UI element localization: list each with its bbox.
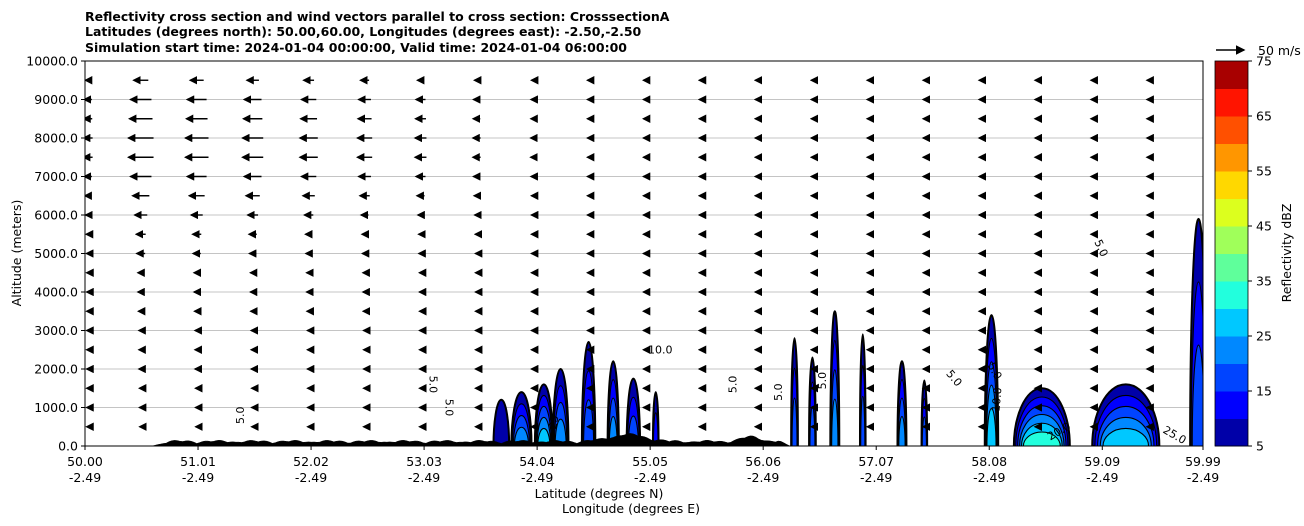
x-axis-ticks: 50.00-2.4951.01-2.4952.02-2.4953.03-2.49… (67, 446, 1221, 485)
y-tick-label: 5000.0 (34, 246, 78, 261)
colorbar-band (1215, 253, 1248, 282)
colorbar-band (1215, 61, 1248, 89)
colorbar-tick-label: 55 (1256, 164, 1272, 179)
y-axis-label: Altitude (meters) (9, 200, 24, 307)
x-tick-label-lon: -2.49 (747, 470, 779, 485)
x-tick-label-lon: -2.49 (521, 470, 553, 485)
y-tick-label: 9000.0 (34, 92, 78, 107)
reflectivity-contour (921, 416, 927, 446)
colorbar-band (1215, 418, 1248, 447)
colorbar-band (1215, 281, 1248, 309)
x-tick-label-lon: -2.49 (634, 470, 666, 485)
contour-label: 5.0 (234, 406, 247, 424)
y-tick-label: 7000.0 (34, 169, 78, 184)
x-tick-label-lon: -2.49 (1086, 470, 1118, 485)
reflectivity-contours (492, 217, 1203, 446)
x-tick-label-lat: 54.04 (519, 454, 555, 469)
x-tick-label-lat: 58.08 (971, 454, 1007, 469)
x-tick-label-lat: 57.07 (858, 454, 894, 469)
wind-key-label: 50 m/s (1258, 43, 1301, 58)
x-tick-label-lat: 50.00 (67, 454, 103, 469)
reflectivity-contour (554, 418, 567, 446)
colorbar: 5 15 25 35 45 55 65 75 (1214, 54, 1272, 454)
reflectivity-contour (1022, 431, 1061, 446)
colorbar-tick-label: 35 (1256, 274, 1272, 289)
x-tick-label-lon: -2.49 (408, 470, 440, 485)
reflectivity-contour (1102, 427, 1150, 446)
reflectivity-contour (860, 395, 866, 446)
chart-title-line-2: Latitudes (degrees north): 50.00,60.00, … (85, 24, 642, 39)
chart-title-line-3: Simulation start time: 2024-01-04 00:00:… (85, 40, 627, 55)
x-tick-label-lon: -2.49 (295, 470, 327, 485)
reflectivity-contour (652, 412, 659, 446)
x-tick-label-lon: -2.49 (1187, 470, 1219, 485)
colorbar-frame (1214, 60, 1249, 447)
reflectivity-contour (986, 408, 997, 446)
reflectivity-contour (1191, 344, 1203, 446)
y-axis-ticks: 0.0 1000.0 2000.0 3000.0 4000.0 5000.0 6000.0 7… (26, 54, 85, 454)
colorbar-tick-label: 15 (1256, 384, 1272, 399)
y-tick-label: 3000.0 (34, 323, 78, 338)
contour-label: 5.0 (726, 376, 739, 394)
y-tick-label: 4000.0 (34, 285, 78, 300)
y-tick-label: 8000.0 (34, 131, 78, 146)
x-tick-label-lat: 51.01 (180, 454, 216, 469)
colorbar-band (1215, 336, 1248, 364)
x-tick-label-lat: 59.09 (1084, 454, 1120, 469)
terrain-profile (85, 433, 1203, 446)
reflectivity-contour (492, 398, 511, 446)
colorbar-band (1215, 391, 1248, 419)
contour-label: 25 (546, 414, 561, 430)
colorbar-label: Reflectivity dBZ (1279, 204, 1294, 303)
reflectivity-contour (898, 415, 906, 446)
x-axis-label-longitude: Longitude (degrees E) (562, 501, 700, 516)
x-tick-label-lon: -2.49 (973, 470, 1005, 485)
colorbar-band (1215, 88, 1248, 117)
chart-title-line-1: Reflectivity cross section and wind vect… (85, 9, 670, 24)
y-tick-label: 10000.0 (26, 54, 78, 69)
colorbar-tick-label: 5 (1256, 439, 1264, 454)
reflectivity-contour (791, 397, 798, 446)
colorbar-tick-label: 75 (1256, 54, 1272, 69)
colorbar-tick-label: 45 (1256, 219, 1272, 234)
colorbar-tick-label: 25 (1256, 329, 1272, 344)
contour-label: 5.0 (427, 376, 440, 394)
colorbar-tick-label: 65 (1256, 109, 1272, 124)
contour-label: 5.0 (772, 383, 785, 401)
reflectivity-contour (831, 398, 839, 446)
contour-label: 10.0 (989, 387, 1004, 413)
colorbar-band (1215, 308, 1248, 337)
y-tick-label: 1000.0 (34, 400, 78, 415)
contour-label: 5.0 (442, 399, 455, 417)
y-tick-label: 0.0 (58, 439, 78, 454)
colorbar-band (1215, 226, 1248, 254)
colorbar-band (1215, 116, 1248, 144)
wind-vectors (85, 76, 1154, 431)
x-tick-label-lat: 52.02 (293, 454, 329, 469)
y-tick-label: 2000.0 (34, 362, 78, 377)
colorbar-band (1215, 363, 1248, 392)
x-axis-label-latitude: Latitude (degrees N) (535, 486, 664, 501)
x-tick-label-lon: -2.49 (69, 470, 101, 485)
colorbar-band (1215, 143, 1248, 172)
x-tick-label-lat: 59.99 (1185, 454, 1221, 469)
colorbar-band (1215, 198, 1248, 227)
y-tick-label: 6000.0 (34, 208, 78, 223)
x-tick-label-lat: 56.06 (745, 454, 781, 469)
terrain (85, 433, 1203, 446)
x-tick-label-lat: 55.05 (632, 454, 668, 469)
contour-label: 10.0 (648, 344, 673, 357)
x-tick-label-lon: -2.49 (860, 470, 892, 485)
contour-label: 5.0 (816, 372, 829, 390)
colorbar-band (1215, 171, 1248, 199)
x-tick-label-lon: -2.49 (182, 470, 214, 485)
x-tick-label-lat: 53.03 (406, 454, 442, 469)
